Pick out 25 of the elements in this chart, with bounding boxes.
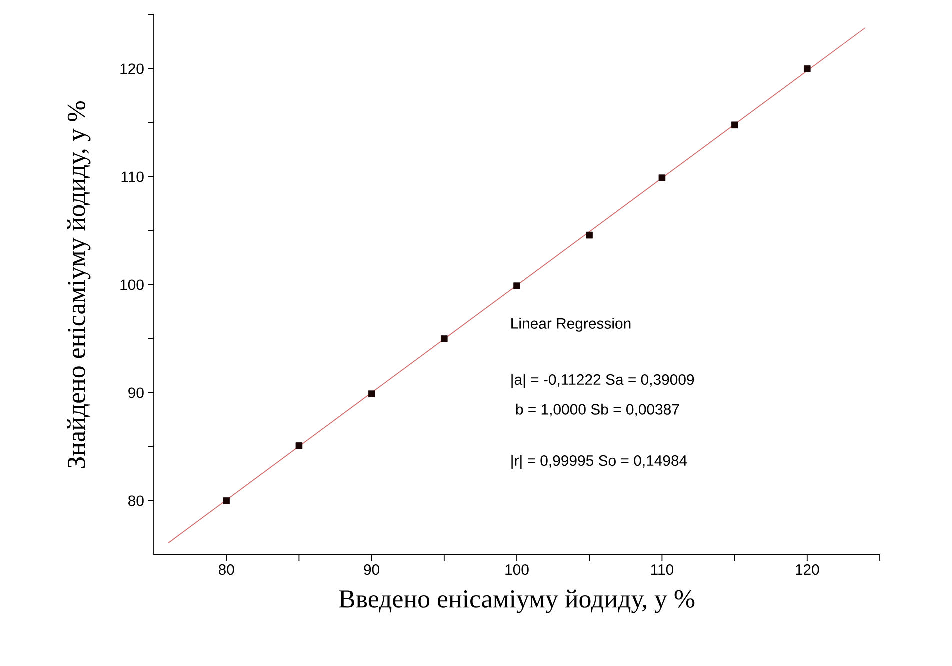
annotation: b = 1,0000 Sb = 0,00387 xyxy=(516,404,680,417)
point xyxy=(658,174,666,182)
y-tick-label: 120 xyxy=(120,64,144,74)
x-tick-label: 100 xyxy=(506,564,529,576)
y-tick-label: 90 xyxy=(128,388,144,398)
annotation: |a| = -0,11222 Sa = 0,39009 xyxy=(512,374,694,388)
annotation: |r| = 0,99995 So = 0,14984 xyxy=(512,455,688,470)
x-tick-label: 120 xyxy=(796,564,820,576)
y-axis-title: Знайдено енісаміуму йодиду, у % xyxy=(67,102,91,468)
point xyxy=(586,232,593,239)
x-tick-label: 80 xyxy=(218,564,234,576)
y-tick-label: 110 xyxy=(122,172,144,182)
point xyxy=(368,390,376,398)
annotation: Linear Regression xyxy=(512,318,631,332)
x-tick-label: 110 xyxy=(651,564,674,576)
point xyxy=(223,498,230,504)
point xyxy=(804,66,811,72)
x-axis-title: Введено енісаміуму йодиду, у % xyxy=(339,590,695,614)
x-tick-label: 90 xyxy=(364,564,380,576)
point xyxy=(441,336,448,342)
y-tick-label: 80 xyxy=(128,496,144,506)
point xyxy=(514,282,520,290)
point xyxy=(731,122,738,129)
y-tick-label: 100 xyxy=(120,280,144,290)
point xyxy=(296,442,303,450)
